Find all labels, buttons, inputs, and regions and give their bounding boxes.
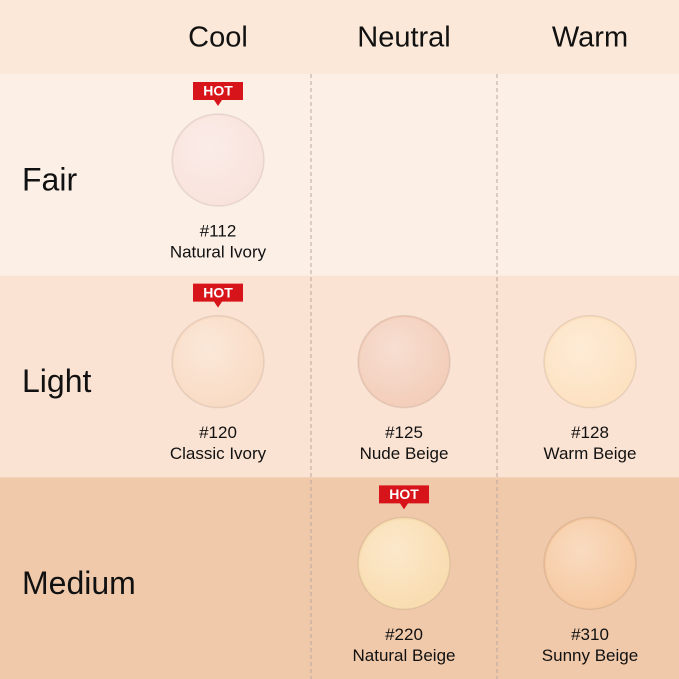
shade-name: Natural Beige [352, 646, 455, 665]
shade-swatch: #310 Sunny Beige [542, 516, 638, 665]
column-header: Neutral [357, 22, 451, 54]
shade-code: #220 [385, 625, 423, 644]
row-label: Fair [22, 161, 77, 197]
swatch-shine [360, 519, 448, 608]
hot-badge [193, 82, 243, 106]
swatch-shine [360, 317, 448, 406]
shade-swatch: #128 Warm Beige [543, 314, 637, 463]
row-band [0, 74, 679, 277]
hot-badge [379, 485, 429, 510]
swatch-shine [546, 519, 634, 608]
shade-swatch: HOT #120 Classic Ivory [170, 283, 267, 463]
hot-label: HOT [389, 486, 419, 502]
shade-name: Warm Beige [544, 444, 637, 463]
row-label: Light [22, 363, 92, 399]
hot-label: HOT [203, 83, 233, 99]
row-label: Medium [22, 565, 136, 601]
shade-swatch: #125 Nude Beige [357, 314, 451, 463]
swatch-shine [174, 317, 262, 406]
shade-name: Nude Beige [360, 444, 449, 463]
swatch-shine [546, 317, 634, 406]
hot-label: HOT [203, 284, 233, 300]
shade-code: #128 [571, 423, 609, 442]
column-header: Warm [552, 22, 628, 54]
shade-name: Natural Ivory [170, 242, 267, 261]
hot-badge [193, 283, 243, 308]
shade-code: #112 [200, 221, 237, 240]
column-header: Cool [188, 22, 248, 54]
shade-code: #125 [385, 423, 423, 442]
header-band [0, 0, 679, 74]
shade-name: Classic Ivory [170, 444, 267, 463]
shade-swatch: HOT #220 Natural Beige [352, 485, 456, 665]
shade-name: Sunny Beige [542, 646, 638, 665]
shade-code: #310 [571, 625, 609, 644]
swatch-shine [174, 116, 262, 204]
shade-swatch: HOT #112 Natural Ivory [170, 82, 267, 261]
shade-code: #120 [199, 423, 237, 442]
